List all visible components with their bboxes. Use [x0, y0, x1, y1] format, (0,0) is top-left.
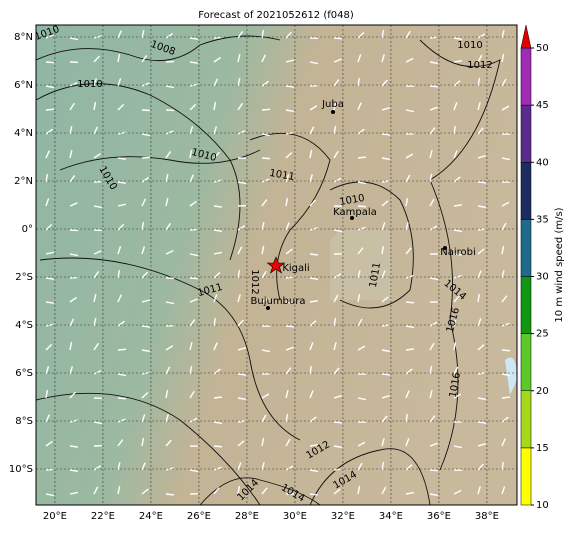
wind-barb: [190, 278, 198, 279]
wind-barb: [46, 469, 54, 470]
colorbar-tick-label: 30: [536, 272, 549, 283]
wind-barb: [46, 109, 54, 110]
colorbar-tick-label: 45: [536, 100, 549, 111]
contour-label: 1012: [249, 269, 260, 294]
colorbar-segment: [521, 334, 531, 391]
lon-label: 30°E: [283, 511, 307, 522]
colorbar-tick-label: 35: [536, 214, 549, 225]
lat-label: 2°S: [15, 272, 33, 283]
lon-label: 36°E: [427, 511, 451, 522]
wind-barb: [406, 302, 414, 303]
lon-label: 20°E: [43, 511, 67, 522]
colorbar-segment: [521, 162, 531, 219]
lon-label: 28°E: [235, 511, 259, 522]
lon-label: 38°E: [475, 511, 499, 522]
wind-barb: [358, 157, 366, 158]
wind-barb: [118, 349, 126, 350]
wind-barb: [478, 182, 486, 183]
wind-barb: [238, 374, 246, 375]
wind-barb: [502, 350, 510, 351]
wind-barb: [94, 181, 102, 182]
colorbar-segment: [521, 48, 531, 105]
wind-barb: [430, 470, 438, 471]
wind-barb: [118, 398, 126, 399]
wind-barb: [214, 446, 222, 447]
wind-barb: [334, 38, 342, 39]
colorbar-segment: [521, 105, 531, 162]
lat-label: 10°S: [9, 464, 33, 475]
contour-label: 1010: [457, 40, 482, 51]
lon-label: 32°E: [331, 511, 355, 522]
colorbar-extend: [521, 25, 531, 48]
wind-barb: [502, 397, 510, 398]
lat-label: 4°N: [14, 128, 33, 139]
wind-barb: [430, 86, 438, 87]
lat-label: 8°S: [15, 416, 33, 427]
wind-barb: [310, 254, 318, 255]
contour-label: 1012: [467, 60, 492, 71]
map-title: Forecast of 2021052612 (f048): [198, 10, 354, 21]
lat-label: 0°: [22, 224, 33, 235]
wind-barb: [214, 397, 222, 398]
lon-label: 34°E: [379, 511, 403, 522]
colorbar-segment: [521, 219, 531, 276]
wind-barb: [214, 37, 222, 38]
wind-barb: [286, 326, 294, 327]
city-label: Kigali: [282, 263, 309, 274]
wind-barb: [310, 494, 318, 495]
wind-barb: [262, 158, 270, 159]
colorbar-tick-label: 20: [536, 386, 549, 397]
wind-barb: [382, 134, 390, 135]
colorbar-segment: [521, 448, 531, 505]
city-label: Juba: [321, 99, 344, 110]
colorbar: 10 15 20 25 30 35 40 45 50 10 m wind speed (m/s): [521, 25, 565, 511]
wind-barb: [262, 109, 270, 110]
lon-label: 26°E: [187, 511, 211, 522]
city-label: Nairobi: [440, 247, 476, 258]
lat-label: 4°S: [15, 320, 33, 331]
lat-label: 6°N: [14, 80, 33, 91]
lat-label: 2°N: [14, 176, 33, 187]
lat-label: 8°N: [14, 32, 33, 43]
colorbar-label: 10 m wind speed (m/s): [554, 207, 565, 322]
city-label: Kampala: [333, 207, 377, 218]
wind-barb: [190, 229, 198, 230]
colorbar-tick-label: 15: [536, 443, 549, 454]
wind-barb: [142, 157, 150, 158]
wind-barb: [70, 277, 78, 278]
city-dot: [331, 110, 335, 114]
wind-barb: [46, 62, 54, 63]
colorbar-tick-label: 40: [536, 157, 549, 168]
wind-barb: [334, 422, 342, 423]
colorbar-segment: [521, 391, 531, 448]
wind-barb: [166, 494, 174, 495]
lon-label: 24°E: [139, 511, 163, 522]
contour-label: 1010: [77, 79, 102, 90]
lat-label: 6°S: [15, 368, 33, 379]
wind-barb: [382, 374, 390, 375]
colorbar-tick-label: 25: [536, 329, 549, 340]
city-label: Bujumbura: [251, 296, 306, 307]
colorbar-segment: [521, 277, 531, 334]
colorbar-tick-label: 10: [536, 500, 549, 511]
lon-label: 22°E: [91, 511, 115, 522]
colorbar-tick-label: 50: [536, 43, 549, 54]
wind-barb: [166, 61, 174, 62]
